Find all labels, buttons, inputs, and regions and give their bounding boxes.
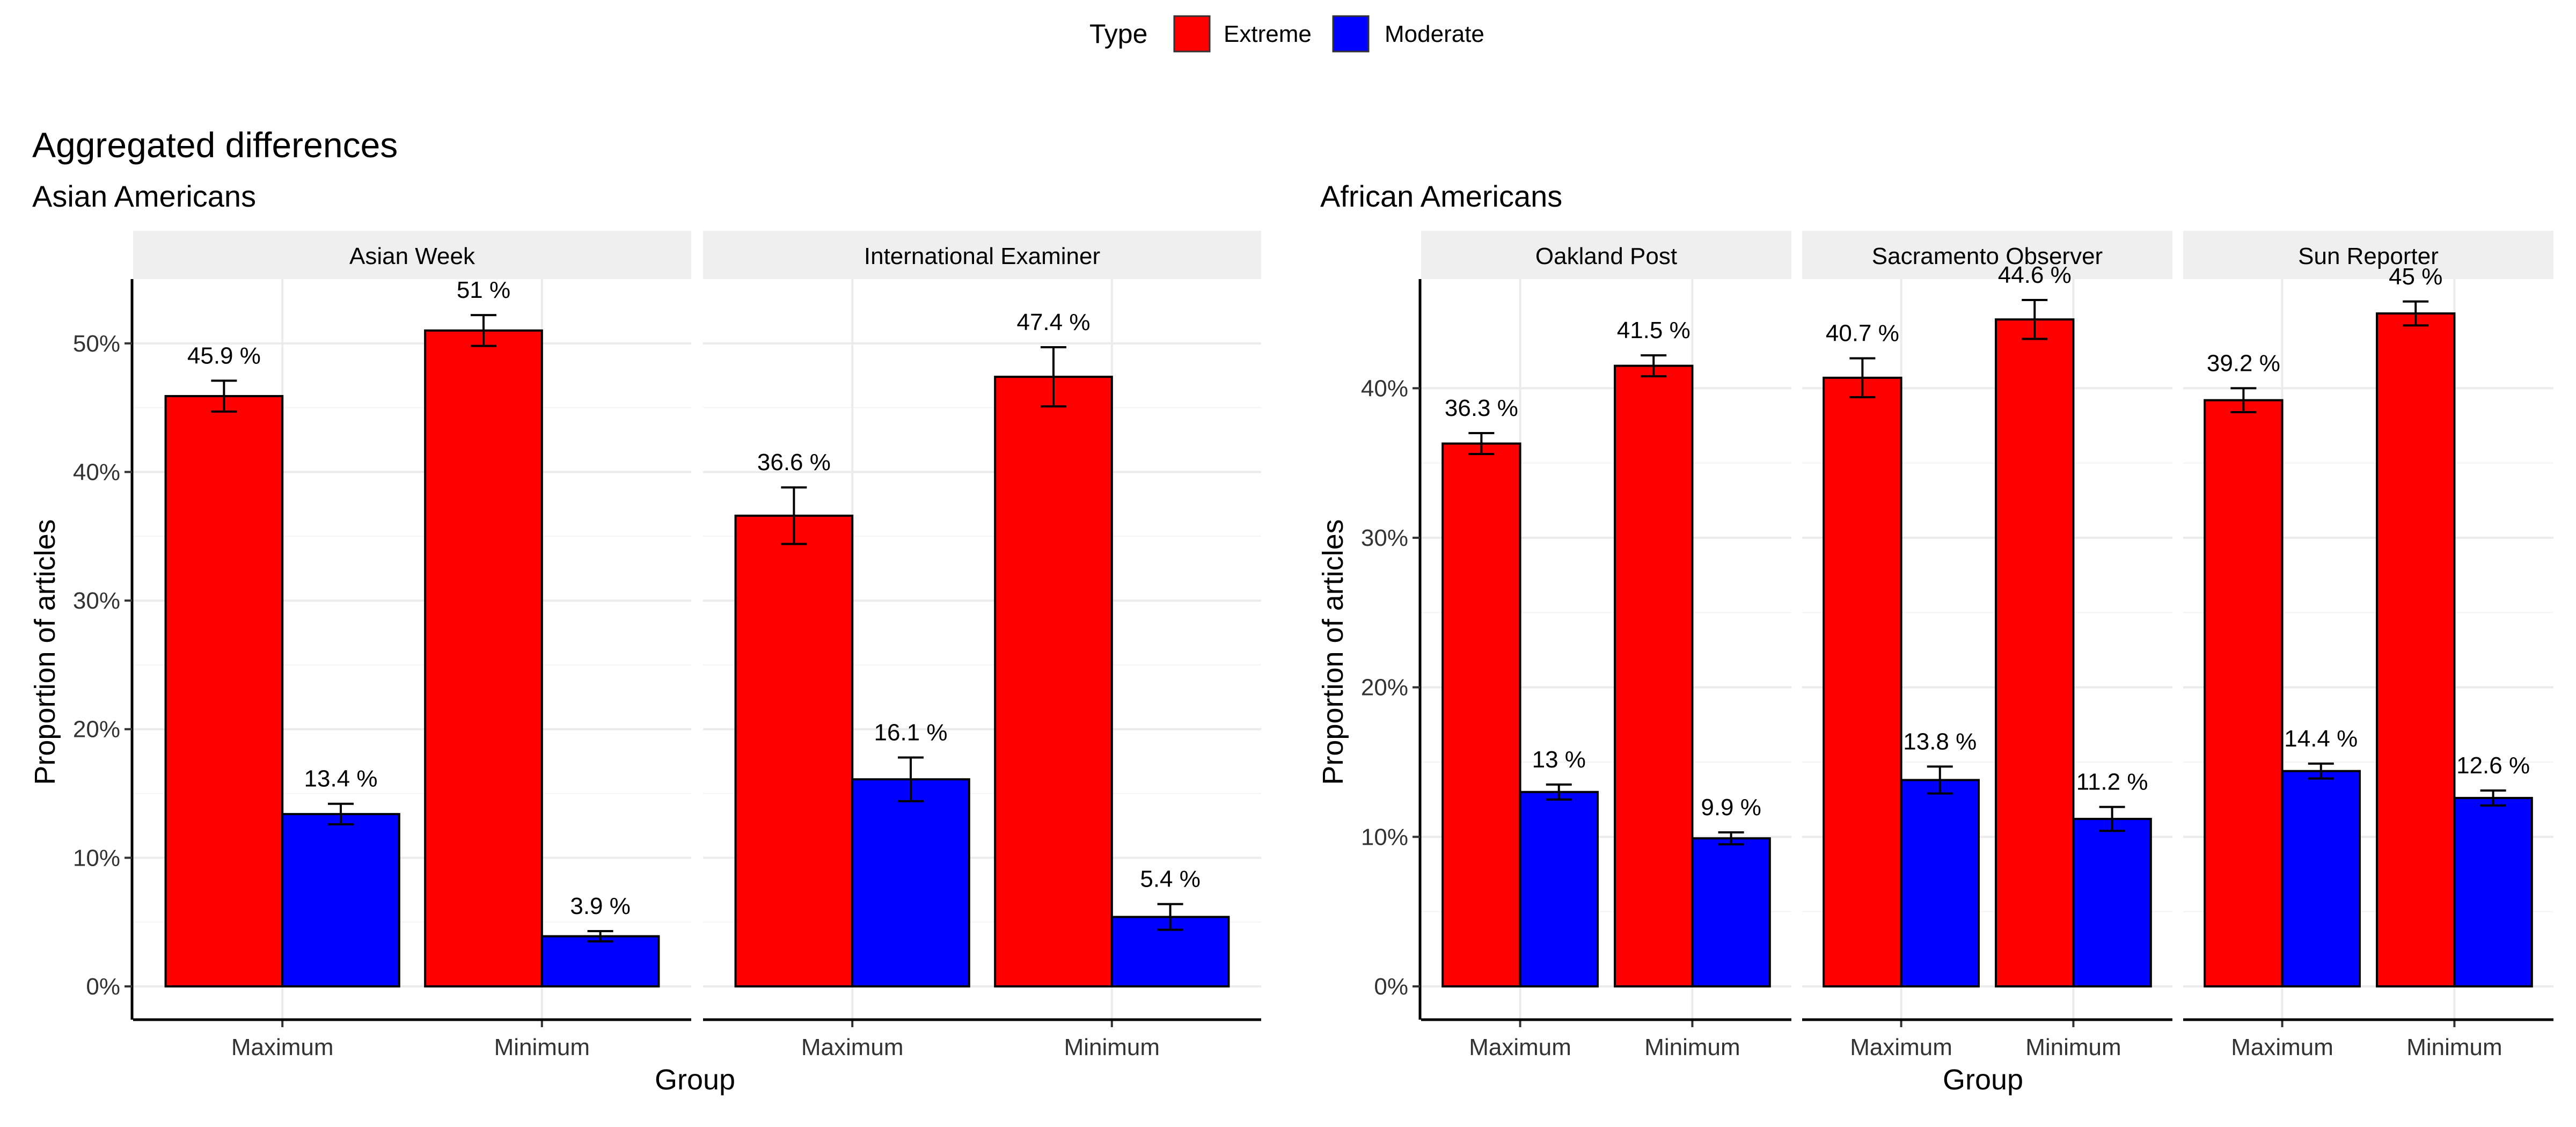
facet-strip — [2183, 231, 2553, 279]
data-label: 13 % — [1532, 747, 1586, 773]
y-tick-label: 40% — [1361, 375, 1408, 401]
bar-extreme-minimum — [1995, 318, 2075, 988]
data-label: 11.2 % — [2076, 769, 2148, 795]
data-label: 14.4 % — [2284, 726, 2358, 752]
y-tick-label: 30% — [73, 588, 120, 614]
bar-extreme-minimum — [1614, 364, 1694, 987]
facet-0-1: International Examiner 36.6 % 16.1 % Maximu… — [703, 231, 1261, 1060]
y-tick-label: 40% — [73, 459, 120, 485]
bar-moderate-minimum — [540, 935, 660, 988]
bar-moderate-minimum — [1691, 837, 1771, 987]
bar-moderate-maximum — [851, 778, 970, 987]
y-tick-label: 30% — [1361, 525, 1408, 551]
legend: Type Extreme Moderate — [1089, 15, 1484, 53]
x-tick-label: Minimum — [2025, 1034, 2121, 1060]
panel-0: Asian Week 45.9 % 13.4 % Maximum 51 % 3.9 % Mi… — [73, 231, 1261, 1060]
panel-title-african-americans: African Americans — [1320, 179, 1562, 213]
facet-strip — [1421, 231, 1791, 279]
y-tick-label: 10% — [1361, 824, 1408, 850]
y-axis-title-african: Proportion of articles — [1317, 519, 1349, 785]
data-label: 13.8 % — [1903, 728, 1977, 755]
bar-moderate-maximum — [1519, 791, 1599, 988]
data-label: 36.3 % — [1445, 395, 1518, 421]
bar-extreme-maximum — [1441, 442, 1521, 987]
x-tick-label: Maximum — [1469, 1034, 1571, 1060]
legend-label-moderate: Moderate — [1385, 21, 1484, 47]
facet-strip-label: Sun Reporter — [2298, 243, 2439, 269]
facet-strip — [1802, 231, 2172, 279]
x-axis-title-african: Group — [1943, 1064, 2023, 1096]
data-label: 9.9 % — [1701, 794, 1761, 821]
x-tick-label: Maximum — [231, 1034, 334, 1060]
x-tick-label: Minimum — [494, 1034, 590, 1060]
x-tick-label: Minimum — [2406, 1034, 2502, 1060]
data-label: 5.4 % — [1140, 866, 1201, 892]
bar-extreme-maximum — [164, 395, 284, 987]
data-label: 45 % — [2389, 264, 2442, 290]
x-tick-label: Maximum — [1850, 1034, 1952, 1060]
bar-moderate-minimum — [2072, 817, 2152, 987]
facet-strip-label: International Examiner — [864, 243, 1100, 269]
legend-title: Type — [1089, 19, 1147, 49]
legend-label-extreme: Extreme — [1224, 21, 1312, 47]
bar-extreme-maximum — [2204, 399, 2284, 988]
y-axis-title-asian: Proportion of articles — [29, 519, 61, 785]
x-tick-label: Minimum — [1064, 1034, 1160, 1060]
x-tick-label: Maximum — [2231, 1034, 2333, 1060]
facet-strip-label: Oakland Post — [1535, 243, 1677, 269]
bar-moderate-maximum — [281, 813, 400, 988]
facet-1-1: Sacramento Observer 40.7 % 13.8 % Maximum 44… — [1802, 231, 2172, 1060]
data-label: 51 % — [457, 277, 510, 303]
data-label: 40.7 % — [1826, 320, 1899, 347]
y-tick-label: 10% — [73, 845, 120, 871]
plot-area: Asian Week 45.9 % 13.4 % Maximum 51 % 3.9 % Mi… — [73, 231, 2553, 1060]
bar-moderate-maximum — [1900, 779, 1980, 988]
x-tick-label: Maximum — [801, 1034, 904, 1060]
figure-title: Aggregated differences — [32, 125, 398, 165]
y-tick-label: 0% — [1374, 974, 1408, 1000]
y-tick-label: 0% — [86, 974, 120, 1000]
bar-extreme-minimum — [424, 329, 543, 988]
facet-strip — [703, 231, 1261, 279]
data-label: 12.6 % — [2456, 752, 2530, 779]
data-label: 39.2 % — [2207, 350, 2280, 376]
data-label: 47.4 % — [1016, 309, 1090, 335]
facet-strip — [133, 231, 691, 279]
data-label: 44.6 % — [1998, 262, 2072, 288]
facet-strip-label: Asian Week — [349, 243, 475, 269]
facet-1-2: Sun Reporter 39.2 % 14.4 % Maximum 45 % 12.6 … — [2183, 231, 2553, 1060]
bar-extreme-minimum — [2376, 312, 2456, 988]
y-tick-label: 50% — [73, 331, 120, 357]
data-label: 3.9 % — [570, 893, 631, 919]
legend-swatch-extreme — [1173, 15, 1211, 53]
x-tick-label: Minimum — [1644, 1034, 1740, 1060]
facet-0-0: Asian Week 45.9 % 13.4 % Maximum 51 % 3.9 % Mi… — [133, 231, 691, 1060]
data-label: 41.5 % — [1617, 317, 1690, 343]
legend-swatch-moderate — [1332, 15, 1370, 53]
data-label: 13.4 % — [304, 766, 378, 792]
y-tick-label: 20% — [73, 716, 120, 743]
facet-1-0: Oakland Post 36.3 % 13 % Maximum 41.5 % 9.9 %… — [1421, 231, 1791, 1060]
bar-extreme-minimum — [994, 376, 1113, 987]
panel-1: Oakland Post 36.3 % 13 % Maximum 41.5 % 9.9 %… — [1361, 231, 2553, 1060]
data-label: 36.6 % — [757, 449, 831, 475]
x-axis-title-asian: Group — [655, 1064, 735, 1096]
bar-moderate-maximum — [2281, 770, 2361, 987]
bar-moderate-minimum — [2453, 796, 2533, 988]
bar-extreme-maximum — [734, 514, 854, 987]
data-label: 16.1 % — [874, 719, 948, 745]
bar-extreme-maximum — [1823, 376, 1902, 987]
panel-title-asian-americans: Asian Americans — [32, 179, 256, 213]
facet-strip-label: Sacramento Observer — [1872, 243, 2103, 269]
data-label: 45.9 % — [187, 342, 261, 369]
y-tick-label: 20% — [1361, 675, 1408, 701]
